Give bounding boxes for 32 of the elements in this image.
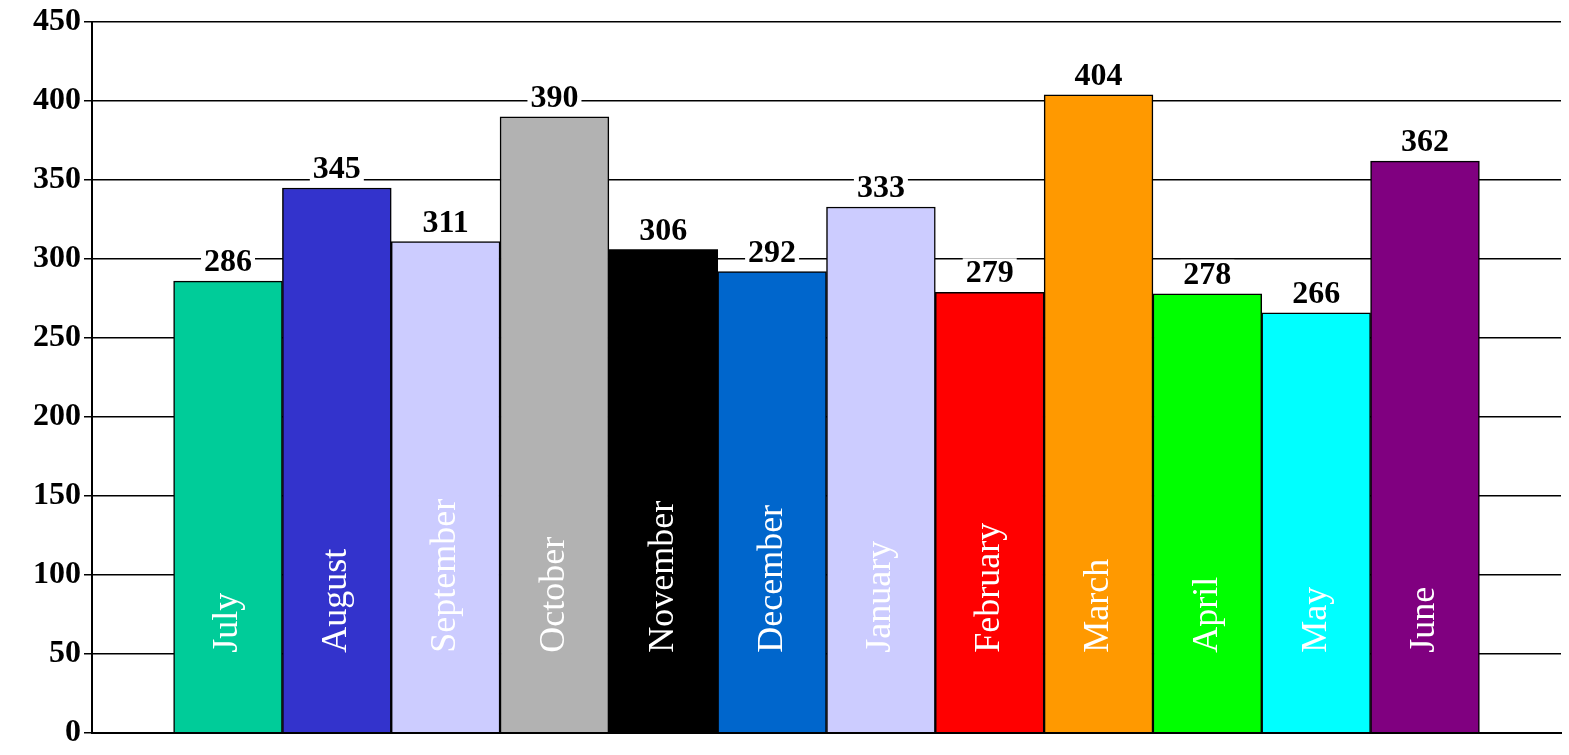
data-label: 333 — [856, 168, 905, 205]
y-tick-label: 300 — [33, 238, 81, 275]
y-tick-label: 150 — [33, 475, 81, 512]
y-tick-label: 200 — [33, 396, 81, 433]
data-label: 390 — [530, 78, 579, 115]
data-label: 311 — [422, 202, 469, 239]
x-tick-label: December — [749, 504, 790, 653]
y-tick-label: 400 — [33, 80, 81, 117]
data-label: 306 — [639, 210, 688, 247]
y-tick-label: 100 — [33, 554, 81, 591]
x-tick-label: November — [640, 500, 681, 653]
data-label: 292 — [748, 232, 797, 269]
data-label: 362 — [1400, 122, 1449, 159]
x-tick-label: October — [531, 536, 572, 653]
data-label: 286 — [204, 242, 253, 279]
data-label: 278 — [1183, 255, 1232, 292]
x-tick-label: February — [967, 522, 1008, 653]
data-label: 404 — [1074, 56, 1123, 93]
y-tick-label: 350 — [33, 159, 81, 196]
y-tick-label: 250 — [33, 317, 81, 354]
data-label: 279 — [965, 253, 1014, 290]
x-tick-label: June — [1402, 586, 1443, 653]
y-tick-label: 450 — [33, 1, 81, 38]
data-label: 266 — [1292, 274, 1341, 311]
x-tick-label: April — [1184, 576, 1225, 653]
x-tick-label: March — [1075, 558, 1116, 653]
y-tick-label: 50 — [49, 633, 81, 670]
data-label: 345 — [312, 149, 361, 186]
x-tick-label: July — [205, 592, 246, 653]
x-tick-label: August — [314, 548, 355, 653]
x-tick-label: May — [1293, 586, 1334, 653]
y-tick-label: 0 — [65, 712, 81, 749]
